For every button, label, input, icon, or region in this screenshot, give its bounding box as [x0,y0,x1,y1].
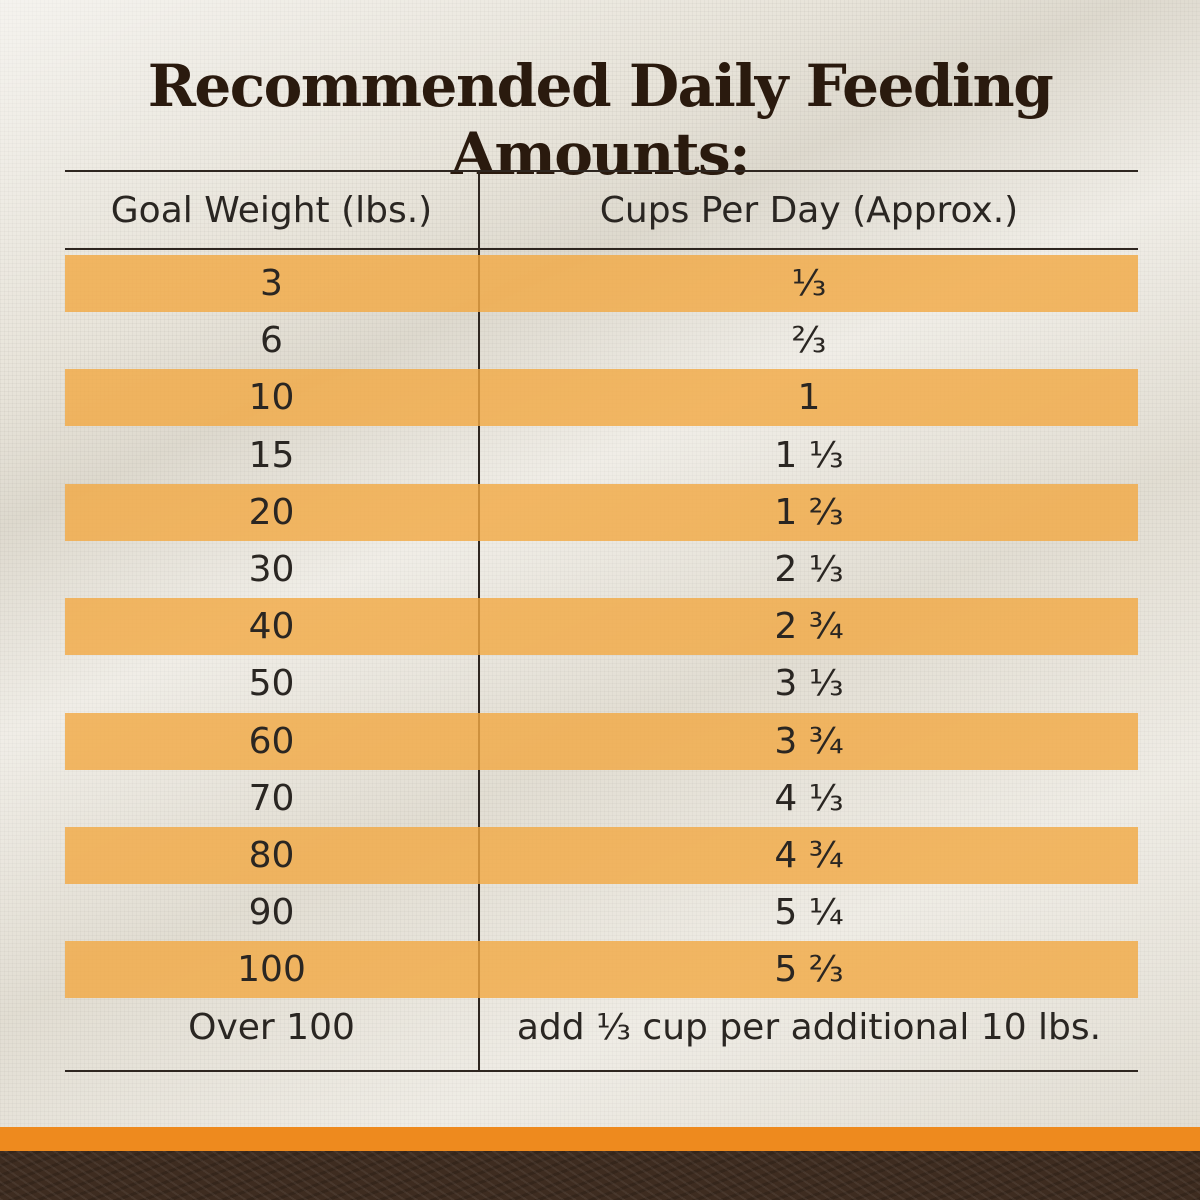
table-bottom-rule [65,1070,1138,1072]
header-goal-weight: Goal Weight (lbs.) [110,190,433,231]
header-cups-per-day: Cups Per Day (Approx.) [599,190,1019,231]
table-row: 80 4 ¾ [65,827,1138,884]
goal-weight-cell: Over 100 [188,1006,355,1048]
goal-weight-cell: 70 [248,777,295,819]
goal-weight-cell: 80 [248,835,295,876]
table-row: 70 4 ⅓ [65,770,1138,827]
cups-per-day-cell: 2 ¾ [774,606,844,648]
cups-per-day-cell: ⅓ [791,263,827,304]
cups-per-day-cell: 5 ¼ [774,892,844,934]
table-top-rule [65,170,1138,172]
table-header: Goal Weight (lbs.) Cups Per Day (Approx.… [65,170,1138,248]
goal-weight-cell: 10 [248,377,295,419]
goal-weight-cell: 100 [237,949,306,991]
table-row: 15 1 ⅓ [65,427,1138,484]
accent-band [0,1127,1200,1151]
footer-texture [0,1151,1200,1200]
goal-weight-cell: 15 [248,434,295,476]
goal-weight-cell: 3 [260,263,283,304]
cups-per-day-cell: ⅔ [791,320,827,362]
cups-per-day-cell: 2 ⅓ [774,549,844,590]
cups-per-day-cell: 1 ⅓ [774,434,844,476]
goal-weight-cell: 60 [248,720,295,762]
cups-per-day-cell: 3 ⅓ [774,663,844,705]
goal-weight-cell: 40 [248,606,295,648]
table-row: 40 2 ¾ [65,598,1138,656]
table-row: 30 2 ⅓ [65,541,1138,598]
cups-per-day-cell: 3 ¾ [774,720,844,762]
table-row: 90 5 ¼ [65,884,1138,941]
goal-weight-cell: 90 [248,892,295,934]
table-row: 20 1 ⅔ [65,483,1138,541]
cups-per-day-cell: 5 ⅔ [774,949,844,991]
cups-per-day-cell: 1 ⅔ [774,491,844,533]
table-row: 10 1 [65,369,1138,427]
cups-per-day-cell: add ⅓ cup per additional 10 lbs. [516,1006,1102,1048]
cups-per-day-cell: 4 ¾ [774,835,844,876]
table-row: 50 3 ⅓ [65,655,1138,712]
table-row: Over 100 add ⅓ cup per additional 10 lbs. [65,999,1138,1056]
cups-per-day-cell: 1 [797,377,821,419]
page-title: Recommended Daily Feeding Amounts: [147,52,1054,188]
goal-weight-cell: 6 [260,320,283,362]
table-row: 60 3 ¾ [65,712,1138,770]
table-row: 100 5 ⅔ [65,941,1138,999]
goal-weight-cell: 50 [248,663,295,705]
goal-weight-cell: 20 [248,491,295,533]
goal-weight-cell: 30 [248,549,295,590]
table-header-rule [65,248,1138,250]
cups-per-day-cell: 4 ⅓ [774,777,844,819]
